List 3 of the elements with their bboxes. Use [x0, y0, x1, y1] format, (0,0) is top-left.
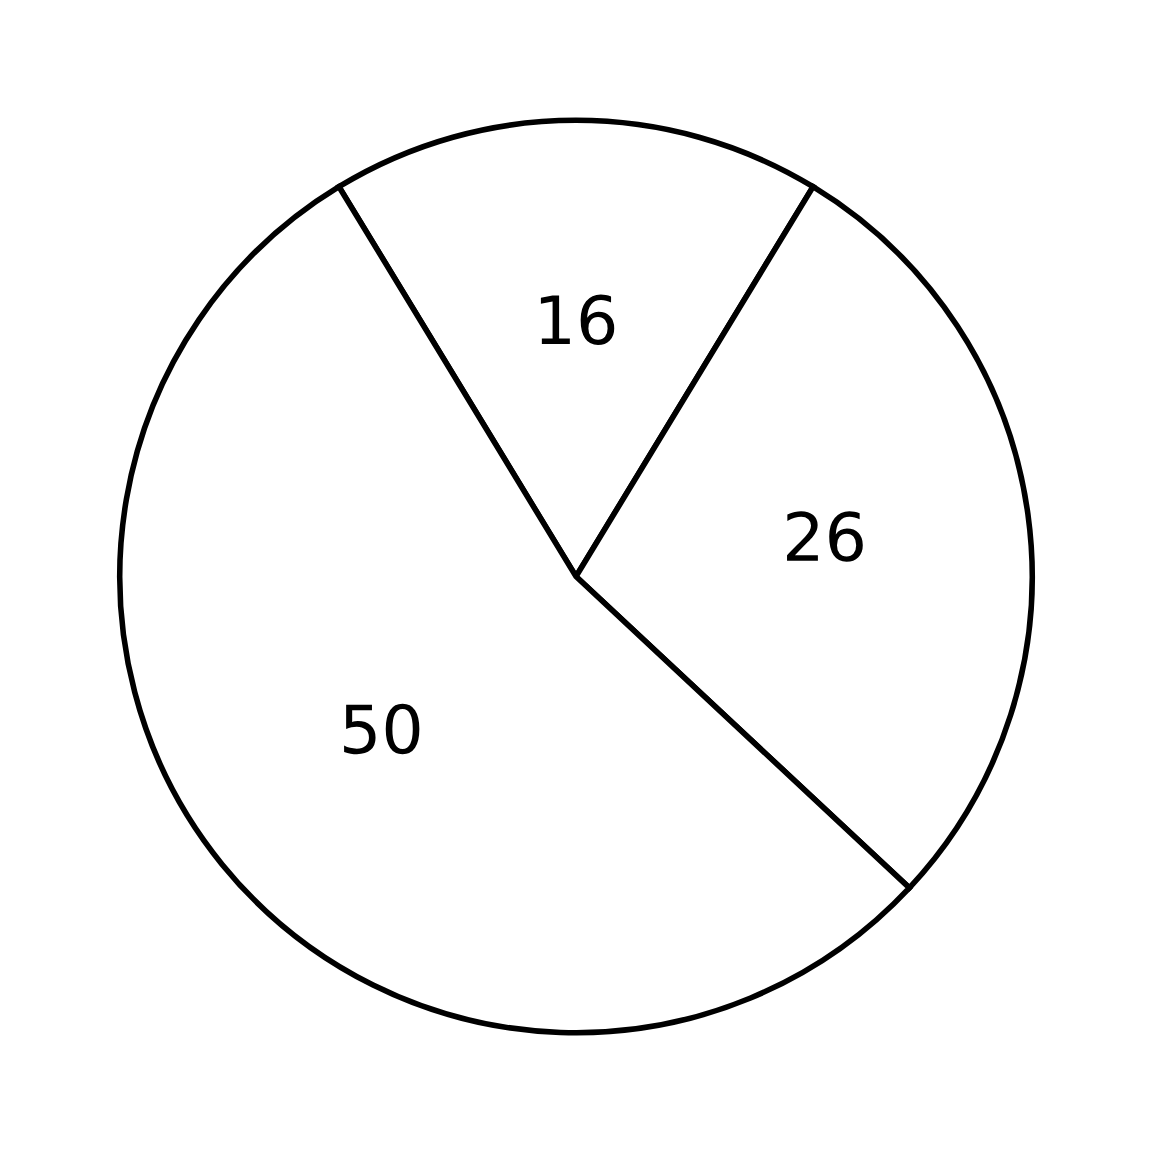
data-label: 26 [787, 511, 863, 562]
data-label: 16 [540, 294, 615, 345]
data-label: 50 [344, 703, 420, 755]
